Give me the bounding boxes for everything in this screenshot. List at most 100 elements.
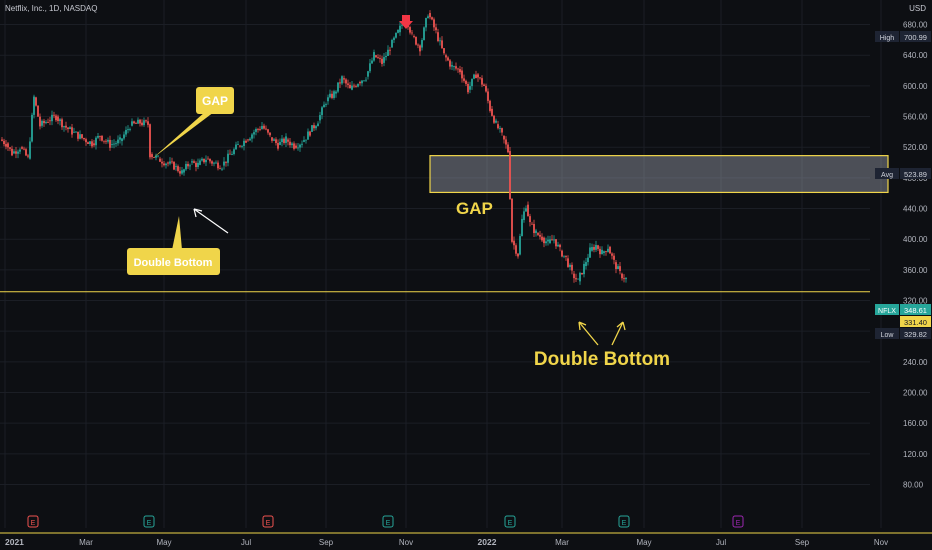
candle-body [163,163,165,166]
candle-body [345,79,347,84]
candle-body [325,104,327,105]
candle-body [385,55,387,58]
candle-body [343,78,345,80]
candle-body [473,74,475,79]
candle-body [315,126,317,129]
candle-body [331,93,333,98]
candle-body [379,57,381,59]
candle-body [17,151,19,154]
x-tick-label: Jul [716,538,726,547]
price-label-tag: Avg [881,172,893,179]
candle-body [497,124,499,129]
candle-body [29,141,31,159]
candle-body [593,247,595,250]
candle-body [603,251,605,253]
candle-body [39,116,41,127]
price-label-tag-bg [875,168,899,179]
candle-body [153,157,155,158]
candle-body [523,211,525,221]
candle-body [239,145,241,147]
candle-body [537,233,539,235]
candle-body [531,223,533,225]
candle-body [233,149,235,155]
candle-body [571,264,573,271]
candle-body [215,162,217,164]
candle-body [481,78,483,85]
candle-body [433,19,435,28]
earnings-marker-icon [27,515,39,528]
candle-body [545,241,547,244]
x-tick-label: Nov [399,538,413,547]
candle-body [487,91,489,101]
candle-body [599,248,601,255]
y-tick-label: 240.00 [903,358,928,367]
candle-body [337,82,339,92]
y-tick-label: 160.00 [903,419,928,428]
candle-body [445,55,447,58]
candle-body [213,162,215,164]
candle-body [401,24,403,26]
price-label-tag-bg [875,328,899,339]
candle-body [457,68,459,70]
candle-body [375,55,377,58]
candle-body [377,57,379,59]
candle-body [67,127,69,130]
candle-body [277,143,279,149]
candle-body [141,122,143,126]
candle-body [189,165,191,167]
candle-body [577,278,579,280]
candle-body [323,104,325,108]
candle-body [579,272,581,282]
candle-body [355,86,357,87]
candle-body [311,125,313,132]
candle-body [41,120,43,126]
candle-body [255,129,257,132]
y-tick-label: 440.00 [903,205,928,214]
candle-body [65,125,67,128]
candle-body [591,247,593,251]
candle-body [413,36,415,37]
earnings-marker-icon [382,515,394,528]
candle-body [555,239,557,247]
gap-callout-pointer [153,112,214,158]
double-bottom-label-2: Double Bottom [534,349,670,370]
candle-body [197,162,199,168]
price-label-value-bg [900,328,931,339]
candle-body [483,84,485,86]
candle-body [297,147,299,149]
candle-body [149,124,151,158]
candle-body [491,108,493,116]
earnings-marker-icon [618,515,630,528]
candle-body [251,134,253,139]
candle-body [221,168,223,170]
candle-body [203,158,205,163]
x-tick-label: 2022 [478,537,497,547]
candle-body [387,49,389,56]
candle-body [397,29,399,33]
candle-body [173,161,175,170]
candle-body [227,153,229,163]
candle-body [191,161,193,163]
candle-body [429,13,431,18]
candle-body [383,57,385,63]
y-tick-label: 320.00 [903,297,928,306]
candle-body [25,149,27,156]
candle-body [289,141,291,146]
candle-body [193,161,195,163]
earnings-marker-label: E [147,520,152,527]
candle-body [357,84,359,87]
time-axis[interactable]: 2021 Mar May Jul Sep Nov 2022 Mar May Jul Sep Nov [0,532,932,547]
earnings-marker-label: E [622,520,627,527]
candle-body [535,230,537,234]
candle-body [279,142,281,145]
peak-arrow-icon [399,15,413,29]
candle-body [381,58,383,64]
candle-body [51,114,53,122]
candle-body [435,27,437,31]
price-label-tag: NFLX [878,308,896,315]
candle-body [53,114,55,116]
candle-body [127,129,129,131]
candle-body [539,234,541,237]
y-tick-label: 360.00 [903,266,928,275]
